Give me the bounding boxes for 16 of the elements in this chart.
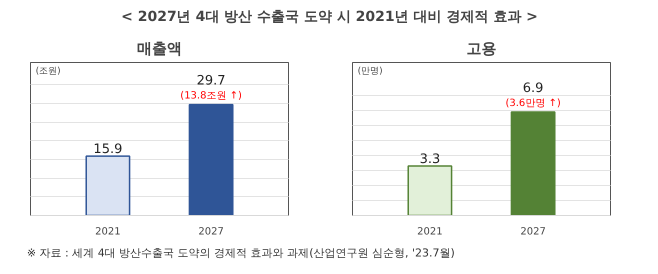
data-label: 15.9 <box>93 142 122 158</box>
x-tick-label: 2027 <box>198 226 224 238</box>
x-tick-label: 2021 <box>95 226 121 238</box>
annotation: (13.8조원 ↑) <box>180 90 242 102</box>
chart-title: 매출액 <box>137 40 182 58</box>
data-label: 6.9 <box>522 81 544 96</box>
y-axis-title: (조원) <box>36 66 61 76</box>
data-label: 29.7 <box>196 74 226 89</box>
chart-title: 고용 <box>466 40 496 58</box>
x-tick-label: 2027 <box>520 226 546 238</box>
data-label: 3.3 <box>420 152 440 167</box>
text: ※ 자료 : 세계 4대 방산수출국 도약의 경제적 효과와 과제(산업연구원 심순형, '23.7월) <box>26 246 455 260</box>
annotation: (3.6만명 ↑) <box>505 98 561 109</box>
text: < 2027년 4대 방산 수출국 도약 시 2021년 대비 경제적 효과 > <box>121 9 538 25</box>
y-axis-title: (만명) <box>358 66 383 76</box>
x-tick-label: 2021 <box>417 226 443 238</box>
